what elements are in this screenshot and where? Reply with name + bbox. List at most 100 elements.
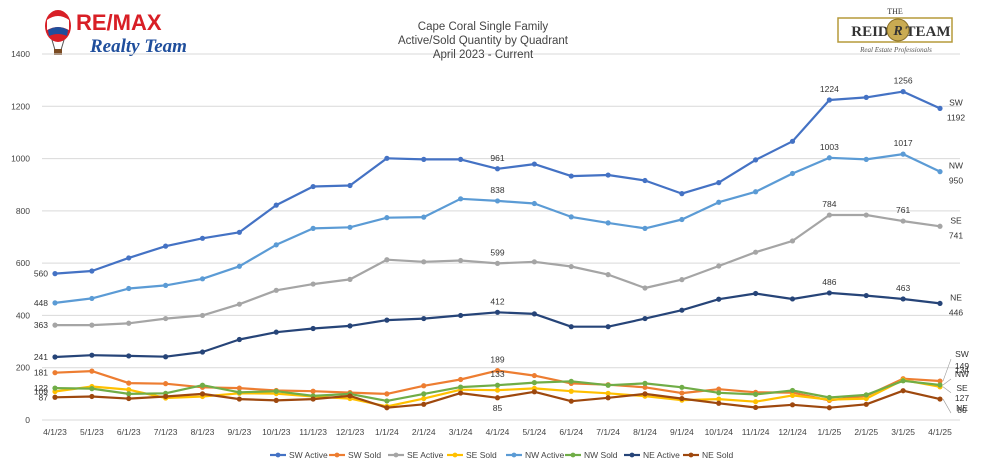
legend-item: NE Active: [624, 450, 680, 460]
data-point: [384, 391, 390, 397]
data-label: 127: [955, 393, 969, 403]
data-label: 189: [490, 355, 504, 365]
data-point: [494, 198, 501, 204]
x-tick-label: 2/1/24: [412, 427, 436, 437]
data-point: [716, 390, 722, 396]
data-point: [937, 169, 943, 175]
series-ne-sold: [52, 388, 943, 411]
data-point: [89, 322, 95, 328]
data-point: [458, 196, 464, 202]
data-point: [52, 322, 58, 328]
data-point: [679, 384, 685, 390]
data-point: [384, 405, 390, 411]
data-point: [753, 290, 759, 297]
data-point: [863, 212, 869, 218]
data-point: [531, 389, 537, 395]
data-point: [716, 396, 722, 402]
data-point: [679, 277, 685, 283]
data-point: [384, 317, 390, 323]
data-label: 241: [34, 352, 48, 362]
x-tick-label: 6/1/23: [117, 427, 141, 437]
data-point: [642, 285, 648, 291]
chart-title: Cape Coral Single Family Active/Sold Qua…: [398, 21, 569, 61]
data-label: 1003: [820, 142, 839, 152]
legend-marker: [334, 452, 340, 458]
data-point: [199, 235, 206, 241]
data-label: 1224: [820, 84, 839, 94]
data-point: [310, 396, 316, 402]
chart-title-line-3: April 2023 - Current: [433, 49, 534, 61]
legend-label: SW Sold: [348, 450, 381, 460]
svg-text:R: R: [892, 24, 902, 39]
data-point: [568, 388, 574, 394]
legend-marker: [511, 452, 517, 458]
data-point: [163, 381, 169, 387]
data-point: [89, 386, 95, 392]
data-point: [605, 324, 611, 330]
x-tick-label: 2/1/25: [854, 427, 878, 437]
data-point: [789, 387, 796, 394]
y-tick-label: 0: [25, 415, 30, 425]
data-point: [716, 263, 722, 269]
data-point: [126, 391, 132, 397]
data-point: [531, 259, 537, 265]
y-tick-label: 200: [16, 363, 30, 373]
data-point: [826, 394, 832, 401]
data-label: 1256: [894, 76, 913, 86]
series-nw-sold: [52, 378, 943, 404]
data-point: [753, 399, 759, 405]
data-point: [310, 281, 316, 287]
data-point: [89, 295, 95, 302]
x-tick-label: 5/1/24: [523, 427, 547, 437]
data-point: [494, 367, 501, 374]
data-labels: 560 961 1224 1256 1192 SW 181 189 149 SW 363 599 784…: [34, 76, 970, 415]
data-point: [679, 216, 685, 223]
data-point: [900, 89, 906, 95]
svg-text:RE/MAX: RE/MAX: [76, 10, 162, 35]
data-point: [421, 395, 427, 402]
data-point: [421, 383, 427, 389]
data-point: [716, 386, 722, 392]
data-point: [310, 183, 316, 190]
legend-label: NE Sold: [702, 450, 733, 460]
data-point: [568, 173, 574, 179]
data-point: [126, 380, 132, 386]
x-tick-label: 9/1/24: [670, 427, 694, 437]
x-tick-label: 8/1/23: [191, 427, 215, 437]
data-point: [531, 380, 537, 386]
data-point: [679, 307, 685, 313]
data-point: [126, 285, 132, 292]
quadrant-end-label: SE: [950, 215, 962, 225]
data-point: [531, 200, 537, 207]
leader-line: [942, 398, 952, 414]
data-point: [679, 395, 685, 402]
data-label: 784: [822, 199, 836, 209]
quadrant-end-label: SW: [955, 349, 969, 359]
y-tick-label: 600: [16, 258, 30, 268]
data-point: [937, 300, 943, 307]
data-point: [310, 325, 316, 332]
data-point: [126, 387, 132, 393]
data-point: [384, 215, 390, 221]
x-tick-label: 4/1/25: [928, 427, 952, 437]
series-line: [55, 213, 941, 327]
data-point: [826, 290, 832, 296]
data-point: [347, 393, 353, 399]
data-label: 486: [822, 277, 836, 287]
data-point: [236, 229, 242, 235]
data-point: [789, 238, 796, 244]
data-point: [458, 376, 464, 383]
data-point: [236, 263, 242, 269]
series-ne-active: [52, 290, 943, 360]
y-tick-label: 400: [16, 310, 30, 320]
chart-title-line-2: Active/Sold Quantity by Quadrant: [398, 35, 569, 47]
data-point: [716, 199, 722, 205]
quadrant-end-label: SE: [956, 383, 968, 393]
data-point: [753, 189, 759, 195]
legend-label: SW Active: [289, 450, 328, 460]
data-point: [347, 224, 353, 230]
svg-text:THE: THE: [887, 7, 903, 16]
data-label: 838: [490, 185, 504, 195]
data-point: [789, 138, 796, 144]
data-point: [789, 170, 796, 177]
